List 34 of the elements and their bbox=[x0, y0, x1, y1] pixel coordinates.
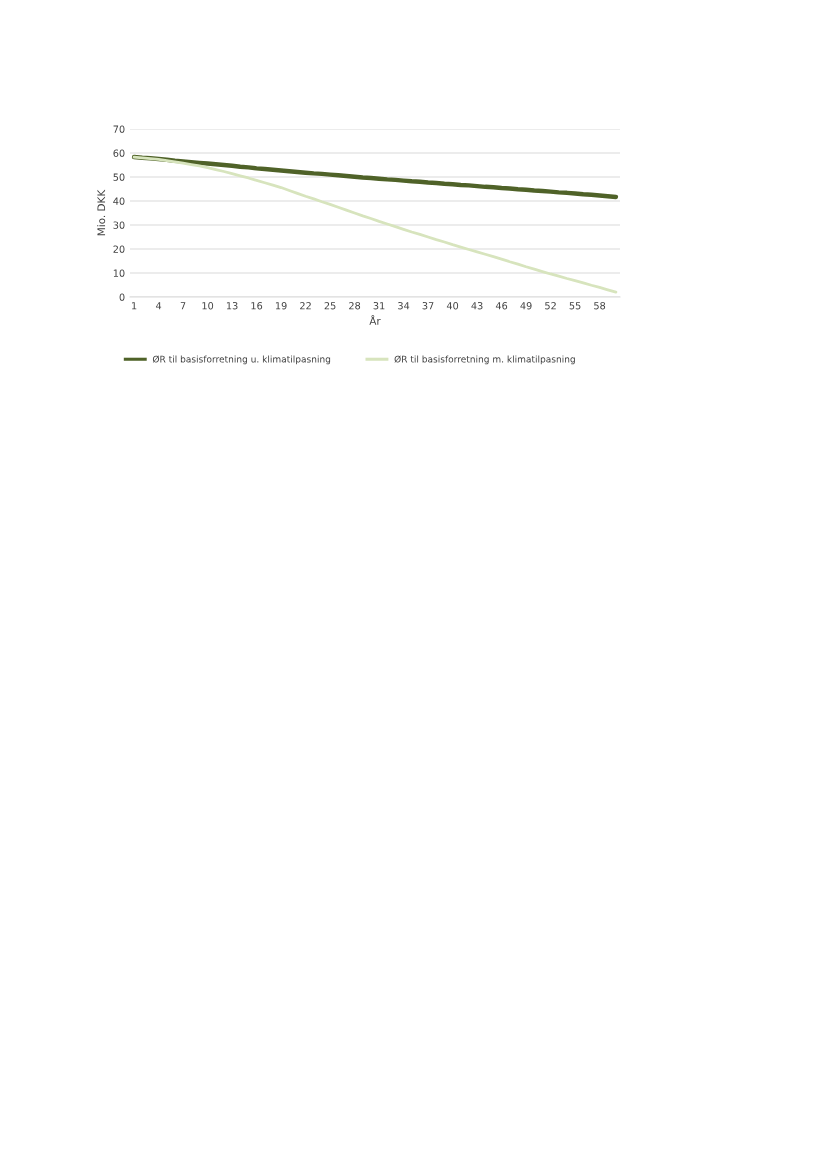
x-tick-label: 46 bbox=[495, 302, 508, 310]
x-tick-label: 31 bbox=[373, 302, 385, 310]
x-tick-label: 34 bbox=[398, 302, 410, 310]
legend-label: ØR til basisforretning u. klimatilpasning bbox=[152, 355, 331, 365]
x-tick-label: 16 bbox=[251, 302, 263, 310]
x-tick-label: 49 bbox=[520, 302, 532, 310]
x-tick-label: 52 bbox=[545, 302, 556, 310]
x-tick-label: 37 bbox=[422, 302, 434, 310]
x-tick-label: 55 bbox=[569, 302, 581, 310]
line-series bbox=[132, 155, 618, 294]
legend-label: ØR til basisforretning m. klimatilpasning bbox=[394, 355, 575, 365]
x-tick-label: 22 bbox=[300, 302, 311, 310]
x-tick-label: 10 bbox=[202, 302, 214, 310]
x-axis-title: År bbox=[369, 315, 381, 325]
y-tick-label: 40 bbox=[113, 197, 125, 205]
x-tick-label: 28 bbox=[349, 302, 361, 310]
x-tick-label: 25 bbox=[324, 302, 336, 310]
x-tick-label: 4 bbox=[155, 302, 162, 310]
x-tick-label: 13 bbox=[226, 302, 238, 310]
y-tick-label: 60 bbox=[113, 149, 125, 157]
y-tick-label: 0 bbox=[119, 293, 125, 301]
line-series bbox=[131, 154, 619, 200]
x-tick-label: 19 bbox=[275, 302, 287, 310]
x-tick-label: 58 bbox=[594, 302, 606, 310]
y-tick-label: 70 bbox=[113, 125, 125, 133]
x-tick-label: 1 bbox=[132, 302, 137, 310]
y-tick-label: 10 bbox=[113, 269, 125, 277]
x-tick-label: 40 bbox=[446, 302, 459, 310]
x-tick-label: 43 bbox=[471, 302, 483, 310]
x-tick-label: 7 bbox=[180, 302, 186, 310]
y-tick-label: 20 bbox=[113, 245, 125, 253]
y-tick-label: 50 bbox=[113, 173, 125, 181]
y-tick-label: 30 bbox=[113, 221, 125, 229]
y-axis-title: Mio. DKK bbox=[97, 189, 106, 236]
